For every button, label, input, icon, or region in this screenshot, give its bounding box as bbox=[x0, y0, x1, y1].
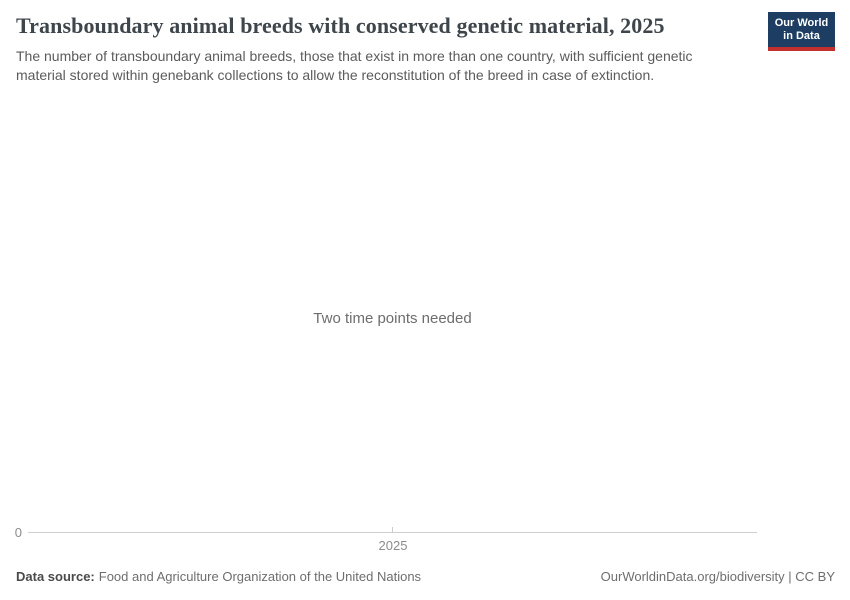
y-axis-zero-label: 0 bbox=[14, 525, 22, 540]
owid-logo-line1: Our World bbox=[774, 17, 829, 29]
footer-license-link[interactable]: OurWorldinData.org/biodiversity | CC BY bbox=[600, 569, 835, 584]
x-axis-tick-label: 2025 bbox=[378, 538, 408, 553]
owid-logo-line2: in Data bbox=[783, 30, 820, 42]
plot-area: Two time points needed 0 2025 bbox=[0, 90, 850, 560]
x-axis-tick-mark bbox=[392, 527, 393, 533]
chart-footer: Data source: Food and Agriculture Organiz… bbox=[16, 568, 835, 585]
data-source-line: Data source: Food and Agriculture Organiz… bbox=[16, 568, 421, 585]
owid-logo[interactable]: Our World in Data bbox=[768, 12, 835, 51]
empty-state-message: Two time points needed bbox=[313, 310, 472, 327]
data-source-label: Data source: bbox=[16, 569, 95, 584]
chart-subtitle: The number of transboundary animal breed… bbox=[16, 48, 693, 83]
data-source-value[interactable]: Food and Agriculture Organization of the… bbox=[98, 569, 422, 584]
page-title: Transboundary animal breeds with conserv… bbox=[16, 13, 665, 38]
